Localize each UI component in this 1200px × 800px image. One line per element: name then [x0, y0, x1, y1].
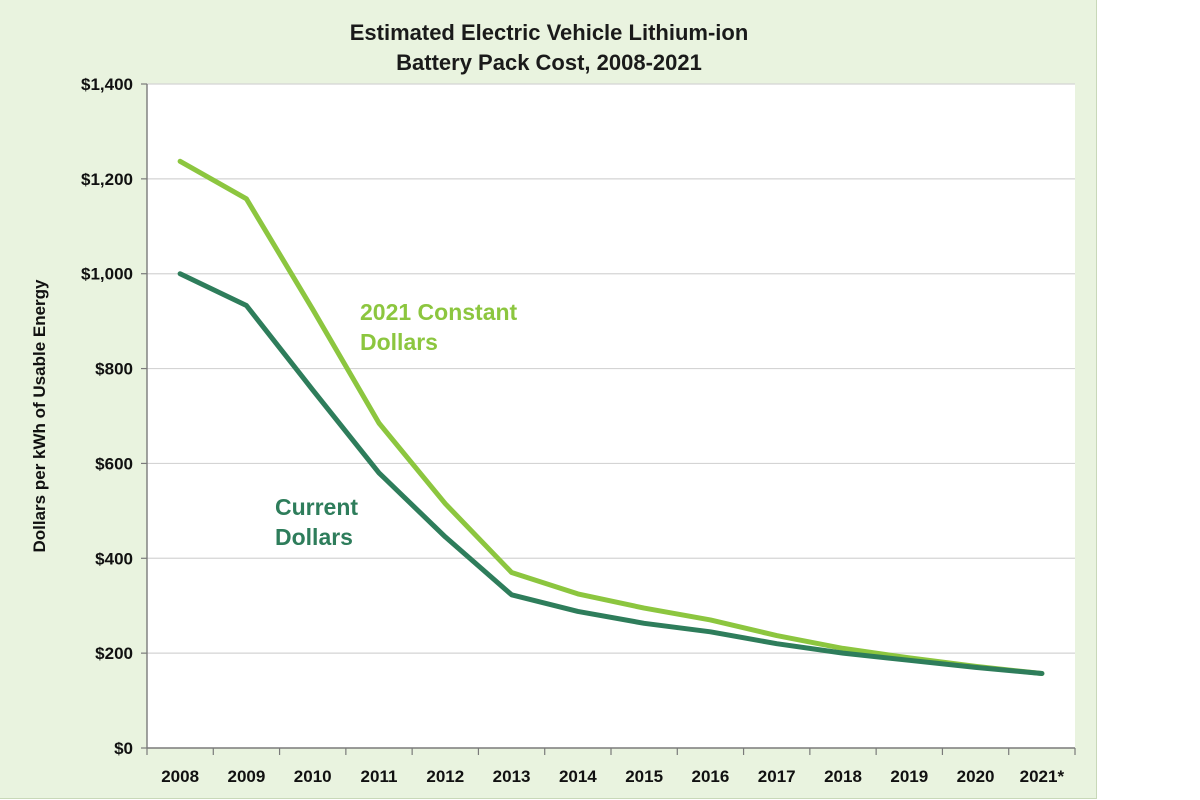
plot-area — [147, 84, 1075, 748]
y-tick-label: $1,000 — [81, 265, 133, 284]
x-tick-label: 2010 — [294, 767, 332, 786]
y-tick-label: $400 — [95, 549, 133, 568]
chart-frame: Estimated Electric Vehicle Lithium-ion B… — [0, 0, 1097, 799]
x-tick-label: 2011 — [361, 767, 398, 786]
y-tick-label: $800 — [95, 360, 133, 379]
x-tick-label: 2020 — [957, 767, 995, 786]
x-tick-label: 2014 — [559, 767, 597, 786]
series-label-constant-dollars: 2021 Constant Dollars — [360, 299, 518, 355]
gridlines — [147, 83, 1075, 654]
series-line-current-dollars — [177, 271, 1045, 676]
y-tick-label: $600 — [95, 454, 133, 473]
chart-title-line-1: Estimated Electric Vehicle Lithium-ion — [350, 20, 749, 45]
x-tick-label: 2019 — [890, 767, 928, 786]
series-label-line: 2021 Constant — [360, 299, 518, 325]
y-axis-title: Dollars per kWh of Usable Energy — [30, 279, 49, 553]
y-tick-label: $200 — [95, 644, 133, 663]
series-label-current-dollars: Current Dollars — [275, 494, 358, 550]
x-tick-label: 2009 — [228, 767, 266, 786]
chart-title-line-2: Battery Pack Cost, 2008-2021 — [396, 50, 702, 75]
y-tick-label: $1,400 — [81, 75, 133, 94]
series-label-line: Current — [275, 494, 358, 520]
labels: 2021 Constant Dollars Current Dollars — [275, 299, 518, 550]
x-tick-label: 2018 — [824, 767, 862, 786]
y-tick-label: $0 — [114, 739, 133, 758]
y-tick-label: $1,200 — [81, 170, 133, 189]
x-tick-label: 2015 — [625, 767, 663, 786]
x-tick-label: 2016 — [692, 767, 730, 786]
chart-title: Estimated Electric Vehicle Lithium-ion B… — [350, 20, 749, 75]
series-lines — [177, 158, 1045, 676]
x-tick-label: 2021* — [1020, 767, 1065, 786]
axes: $0 $200 $400 $600 $800 $1,000 $1,200 $1,400 2008… — [81, 75, 1076, 786]
x-tick-label: 2012 — [426, 767, 464, 786]
x-tick-label: 2008 — [161, 767, 199, 786]
x-tick-label: 2013 — [493, 767, 531, 786]
series-line-constant-dollars — [177, 158, 1045, 676]
series-label-line: Dollars — [360, 329, 438, 355]
line-chart: Estimated Electric Vehicle Lithium-ion B… — [30, 20, 1076, 786]
x-tick-label: 2017 — [758, 767, 796, 786]
series-label-line: Dollars — [275, 524, 353, 550]
